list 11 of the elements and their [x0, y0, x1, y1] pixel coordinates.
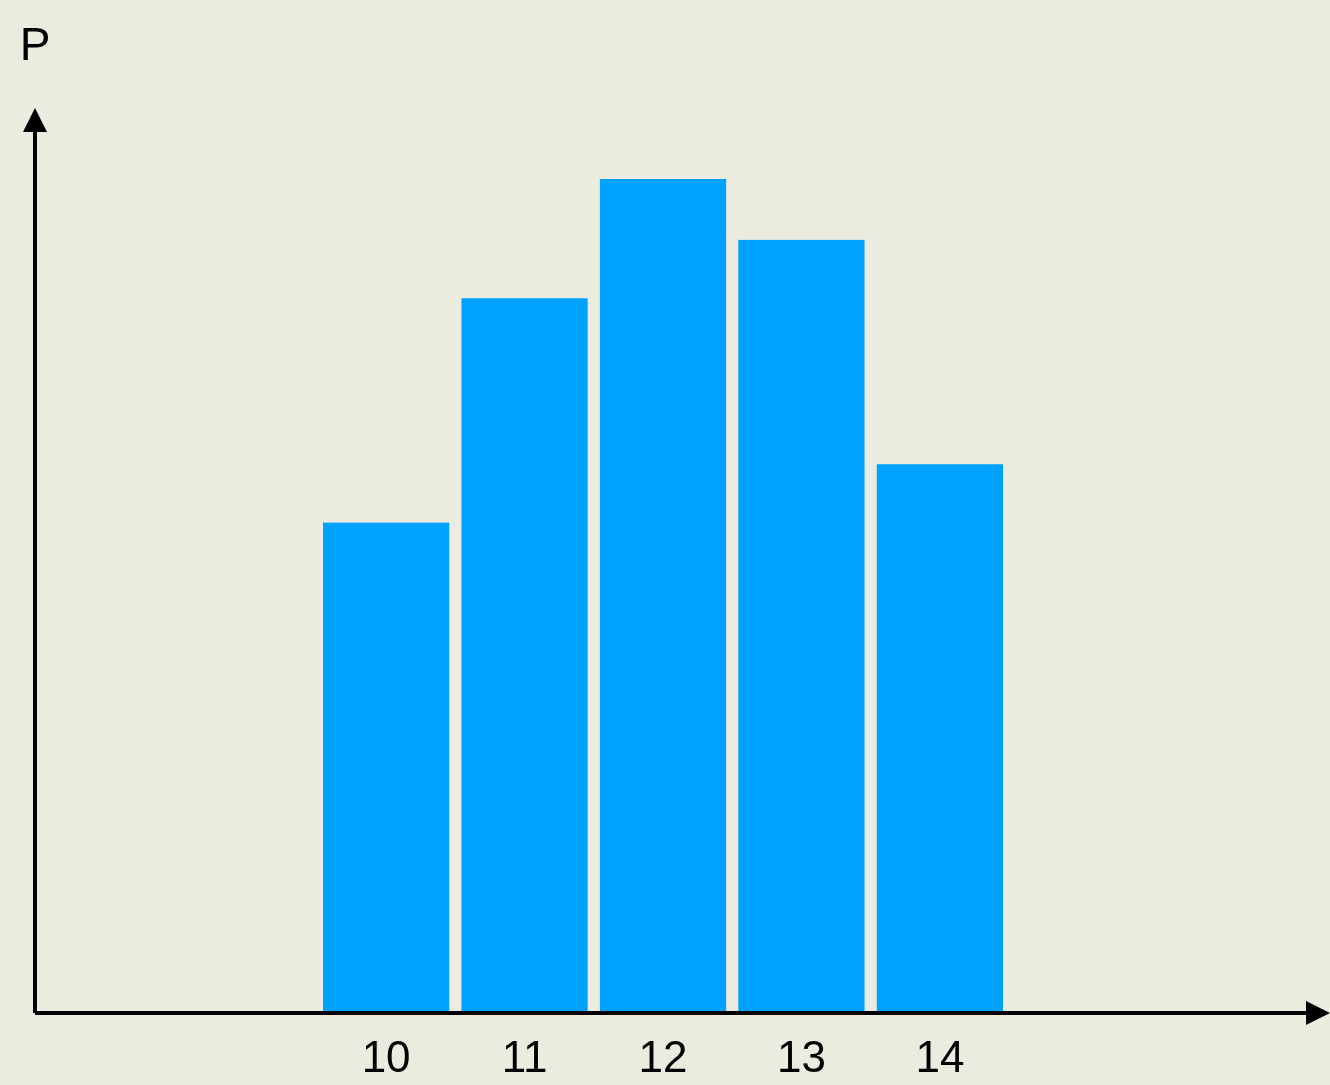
text: P	[19, 18, 51, 70]
x-tick-label: 11	[501, 1032, 548, 1081]
x-tick-label: 12	[638, 1032, 688, 1081]
x-tick-label: 10	[361, 1032, 411, 1081]
bar	[738, 239, 865, 1013]
x-tick-label: 13	[776, 1032, 826, 1081]
bar	[461, 298, 588, 1013]
bar	[599, 179, 727, 1013]
bar	[323, 522, 450, 1013]
bar	[876, 464, 1003, 1013]
x-tick-label: 14	[915, 1032, 965, 1081]
